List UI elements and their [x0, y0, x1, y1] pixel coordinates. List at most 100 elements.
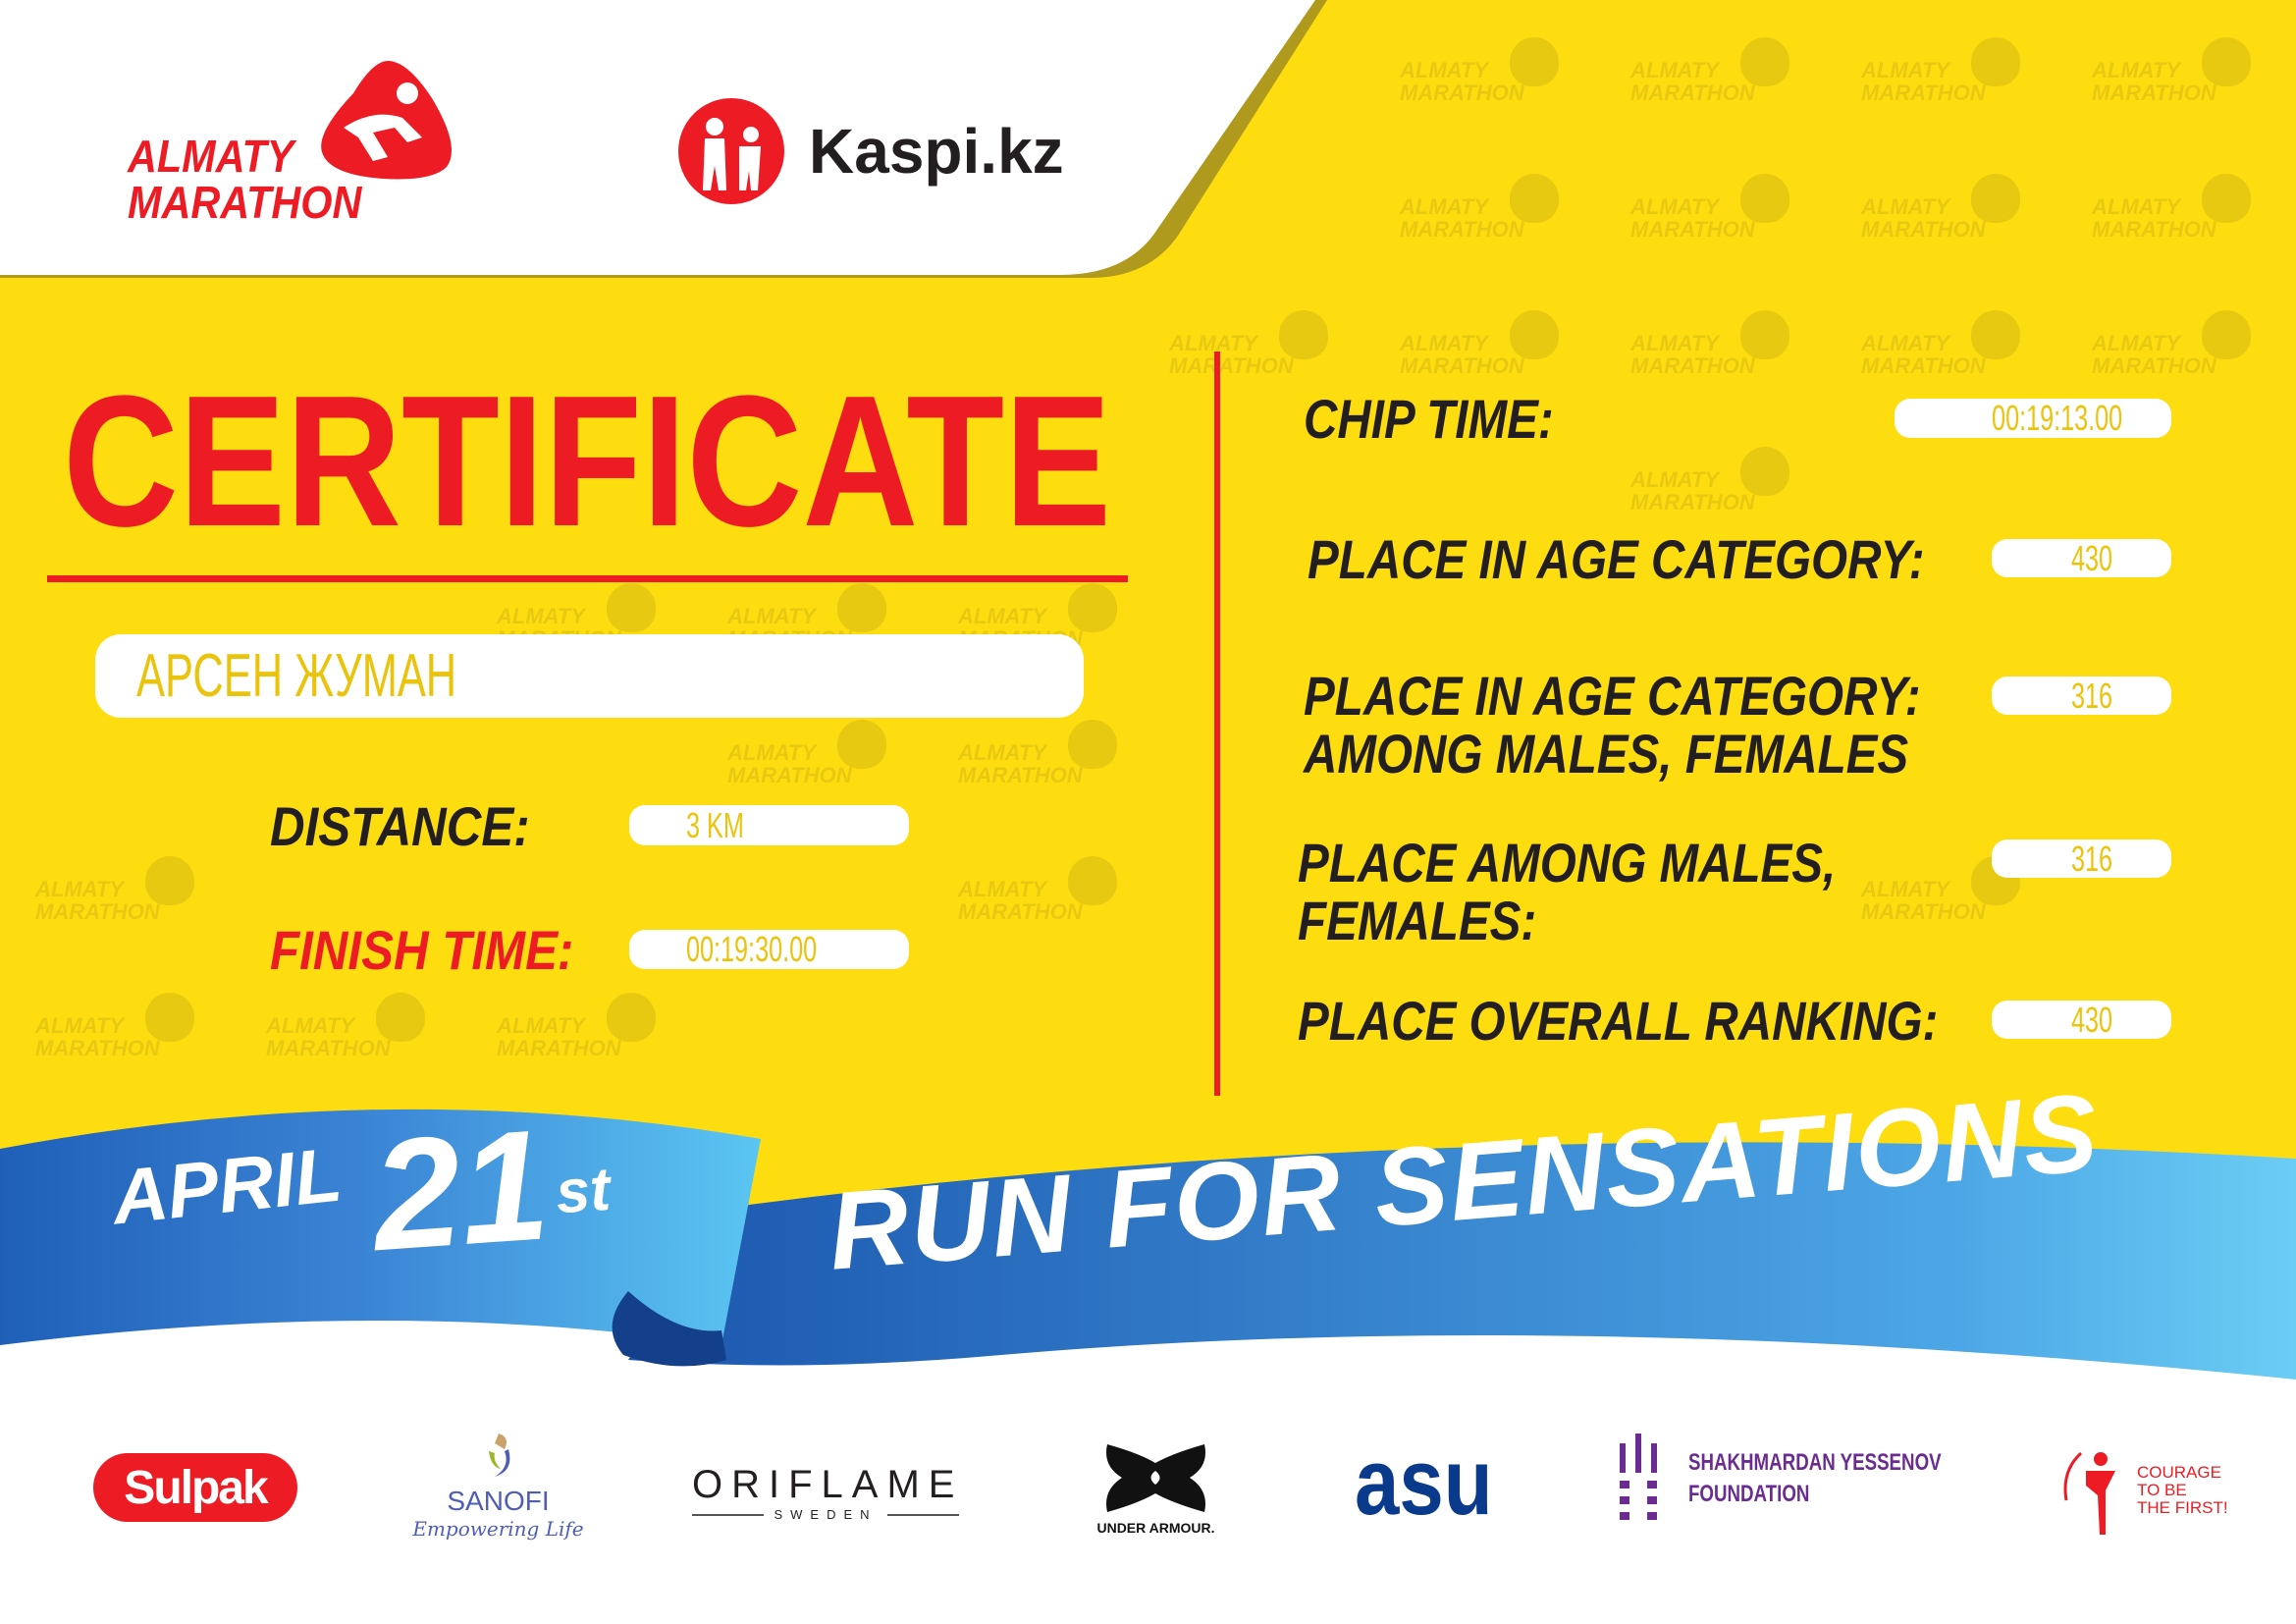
under-armour-icon [1106, 1444, 1205, 1512]
courage-runner-icon [2063, 1451, 2115, 1535]
overall-ranking-value-field: 430 [1992, 1000, 2171, 1040]
watermark-line1: ALMATY [2092, 58, 2181, 82]
banner-day: 21 [367, 1096, 555, 1284]
watermark-line2: MARATHON [2092, 353, 2216, 378]
watermark-runner-icon [837, 720, 886, 769]
watermark-runner-icon [607, 583, 656, 632]
watermark-runner-icon [1740, 37, 1789, 86]
watermark-line2: MARATHON [958, 899, 1083, 924]
watermark-runner-icon [2202, 174, 2251, 223]
watermark-line2: MARATHON [1861, 81, 1986, 105]
watermark-runner-icon [837, 583, 886, 632]
ribbon-main [628, 1142, 2296, 1380]
sulpak-wordmark: Sulpak [124, 1461, 268, 1514]
watermark-line1: ALMATY [727, 604, 817, 628]
watermark-line1: ALMATY [1861, 58, 1950, 82]
yessenov-line2: FOUNDATION [1688, 1481, 1810, 1507]
logo-line-almaty: ALMATY [128, 131, 294, 182]
gender-place-label-line1: PLACE AMONG MALES, [1298, 832, 1837, 893]
yessenov-line1: SHAKHMARDAN YESSENOV [1688, 1449, 1942, 1476]
watermark-line2: MARATHON [2092, 81, 2216, 105]
oriflame-logo: ORIFLAME SWEDEN [692, 1463, 959, 1522]
watermark-runner-icon [145, 993, 194, 1042]
watermark-runner-icon [1510, 310, 1559, 359]
kaspi-wordmark: Kaspi.kz [809, 116, 1064, 187]
age-category-place-value-field: 430 [1992, 537, 2171, 578]
watermark-line2: MARATHON [1861, 899, 1986, 924]
under-armour-wordmark: UNDER ARMOUR. [1096, 1520, 1215, 1536]
watermark-line2: MARATHON [497, 1036, 621, 1060]
asu-logo: asu [1355, 1430, 1517, 1535]
watermark-line1: ALMATY [958, 604, 1047, 628]
gender-place-value-field: 316 [1992, 839, 2171, 879]
watermark-runner-icon [1279, 310, 1328, 359]
ribbon-left [0, 1109, 761, 1345]
banner-day-suffix: st [554, 1155, 613, 1227]
watermark-line1: ALMATY [1630, 467, 1720, 492]
watermark-runner-icon [1740, 310, 1789, 359]
kaspi-logo: Kaspi.kz [677, 96, 1064, 206]
ribbon-fold [612, 1291, 726, 1367]
header-white [0, 0, 1315, 275]
kaspi-people-icon [678, 98, 784, 204]
watermark-line1: ALMATY [35, 877, 125, 901]
under-armour-logo: UNDER ARMOUR. [1075, 1441, 1237, 1536]
asu-wordmark: asu [1355, 1430, 1493, 1535]
age-category-place-value: 430 [2070, 537, 2112, 578]
age-category-gender-label-line2: AMONG MALES, FEMALES [1304, 723, 1909, 785]
finish-time-value: 00:19:30.00 [686, 929, 818, 969]
watermark-runner-icon [2202, 37, 2251, 86]
watermark-line2: MARATHON [1861, 217, 1986, 242]
watermark-runner-icon [145, 856, 194, 905]
watermark-line2: MARATHON [35, 1036, 160, 1060]
watermark-runner-icon [1740, 447, 1789, 496]
watermark-line2: MARATHON [958, 763, 1083, 787]
courage-line2: TO BE [2137, 1481, 2187, 1499]
sanofi-bird-icon [488, 1434, 509, 1477]
watermark-line1: ALMATY [1630, 58, 1720, 82]
watermark-line1: ALMATY [1861, 877, 1950, 901]
watermark-line2: MARATHON [1630, 217, 1755, 242]
finish-time-label: FINISH TIME: [270, 919, 574, 981]
watermark-line1: ALMATY [266, 1013, 355, 1038]
watermark-runner-icon [1510, 37, 1559, 86]
vertical-divider [1214, 352, 1220, 1096]
finish-time-value-field: 00:19:30.00 [629, 929, 909, 969]
watermark-line1: ALMATY [35, 1013, 125, 1038]
oriflame-wordmark: ORIFLAME [692, 1463, 964, 1506]
participant-name: АРСЕН ЖУМАН [136, 642, 457, 710]
age-category-gender-value: 316 [2070, 675, 2112, 716]
sulpak-logo: Sulpak [93, 1453, 297, 1522]
almaty-marathon-logo: ALMATY MARATHON [128, 59, 461, 231]
watermark-line2: MARATHON [1400, 81, 1524, 105]
sanofi-wordmark: SANOFI [447, 1486, 550, 1516]
watermark-line2: MARATHON [1400, 353, 1524, 378]
chip-time-value: 00:19:13.00 [1991, 398, 2122, 438]
watermark-line1: ALMATY [1400, 331, 1489, 355]
courage-fund-logo: COURAGE TO BE THE FIRST! [2056, 1441, 2228, 1540]
watermark-line1: ALMATY [1861, 194, 1950, 219]
courage-line3: THE FIRST! [2137, 1498, 2228, 1517]
age-category-gender-value-field: 316 [1992, 675, 2171, 716]
watermark-runner-icon [376, 993, 425, 1042]
watermark-line1: ALMATY [1861, 331, 1950, 355]
certificate-title: CERTIFICATE [63, 357, 1112, 566]
watermark-runner-icon [2202, 310, 2251, 359]
watermark-line1: ALMATY [2092, 331, 2181, 355]
courage-line1: COURAGE [2137, 1463, 2221, 1482]
title-underline [47, 575, 1128, 582]
